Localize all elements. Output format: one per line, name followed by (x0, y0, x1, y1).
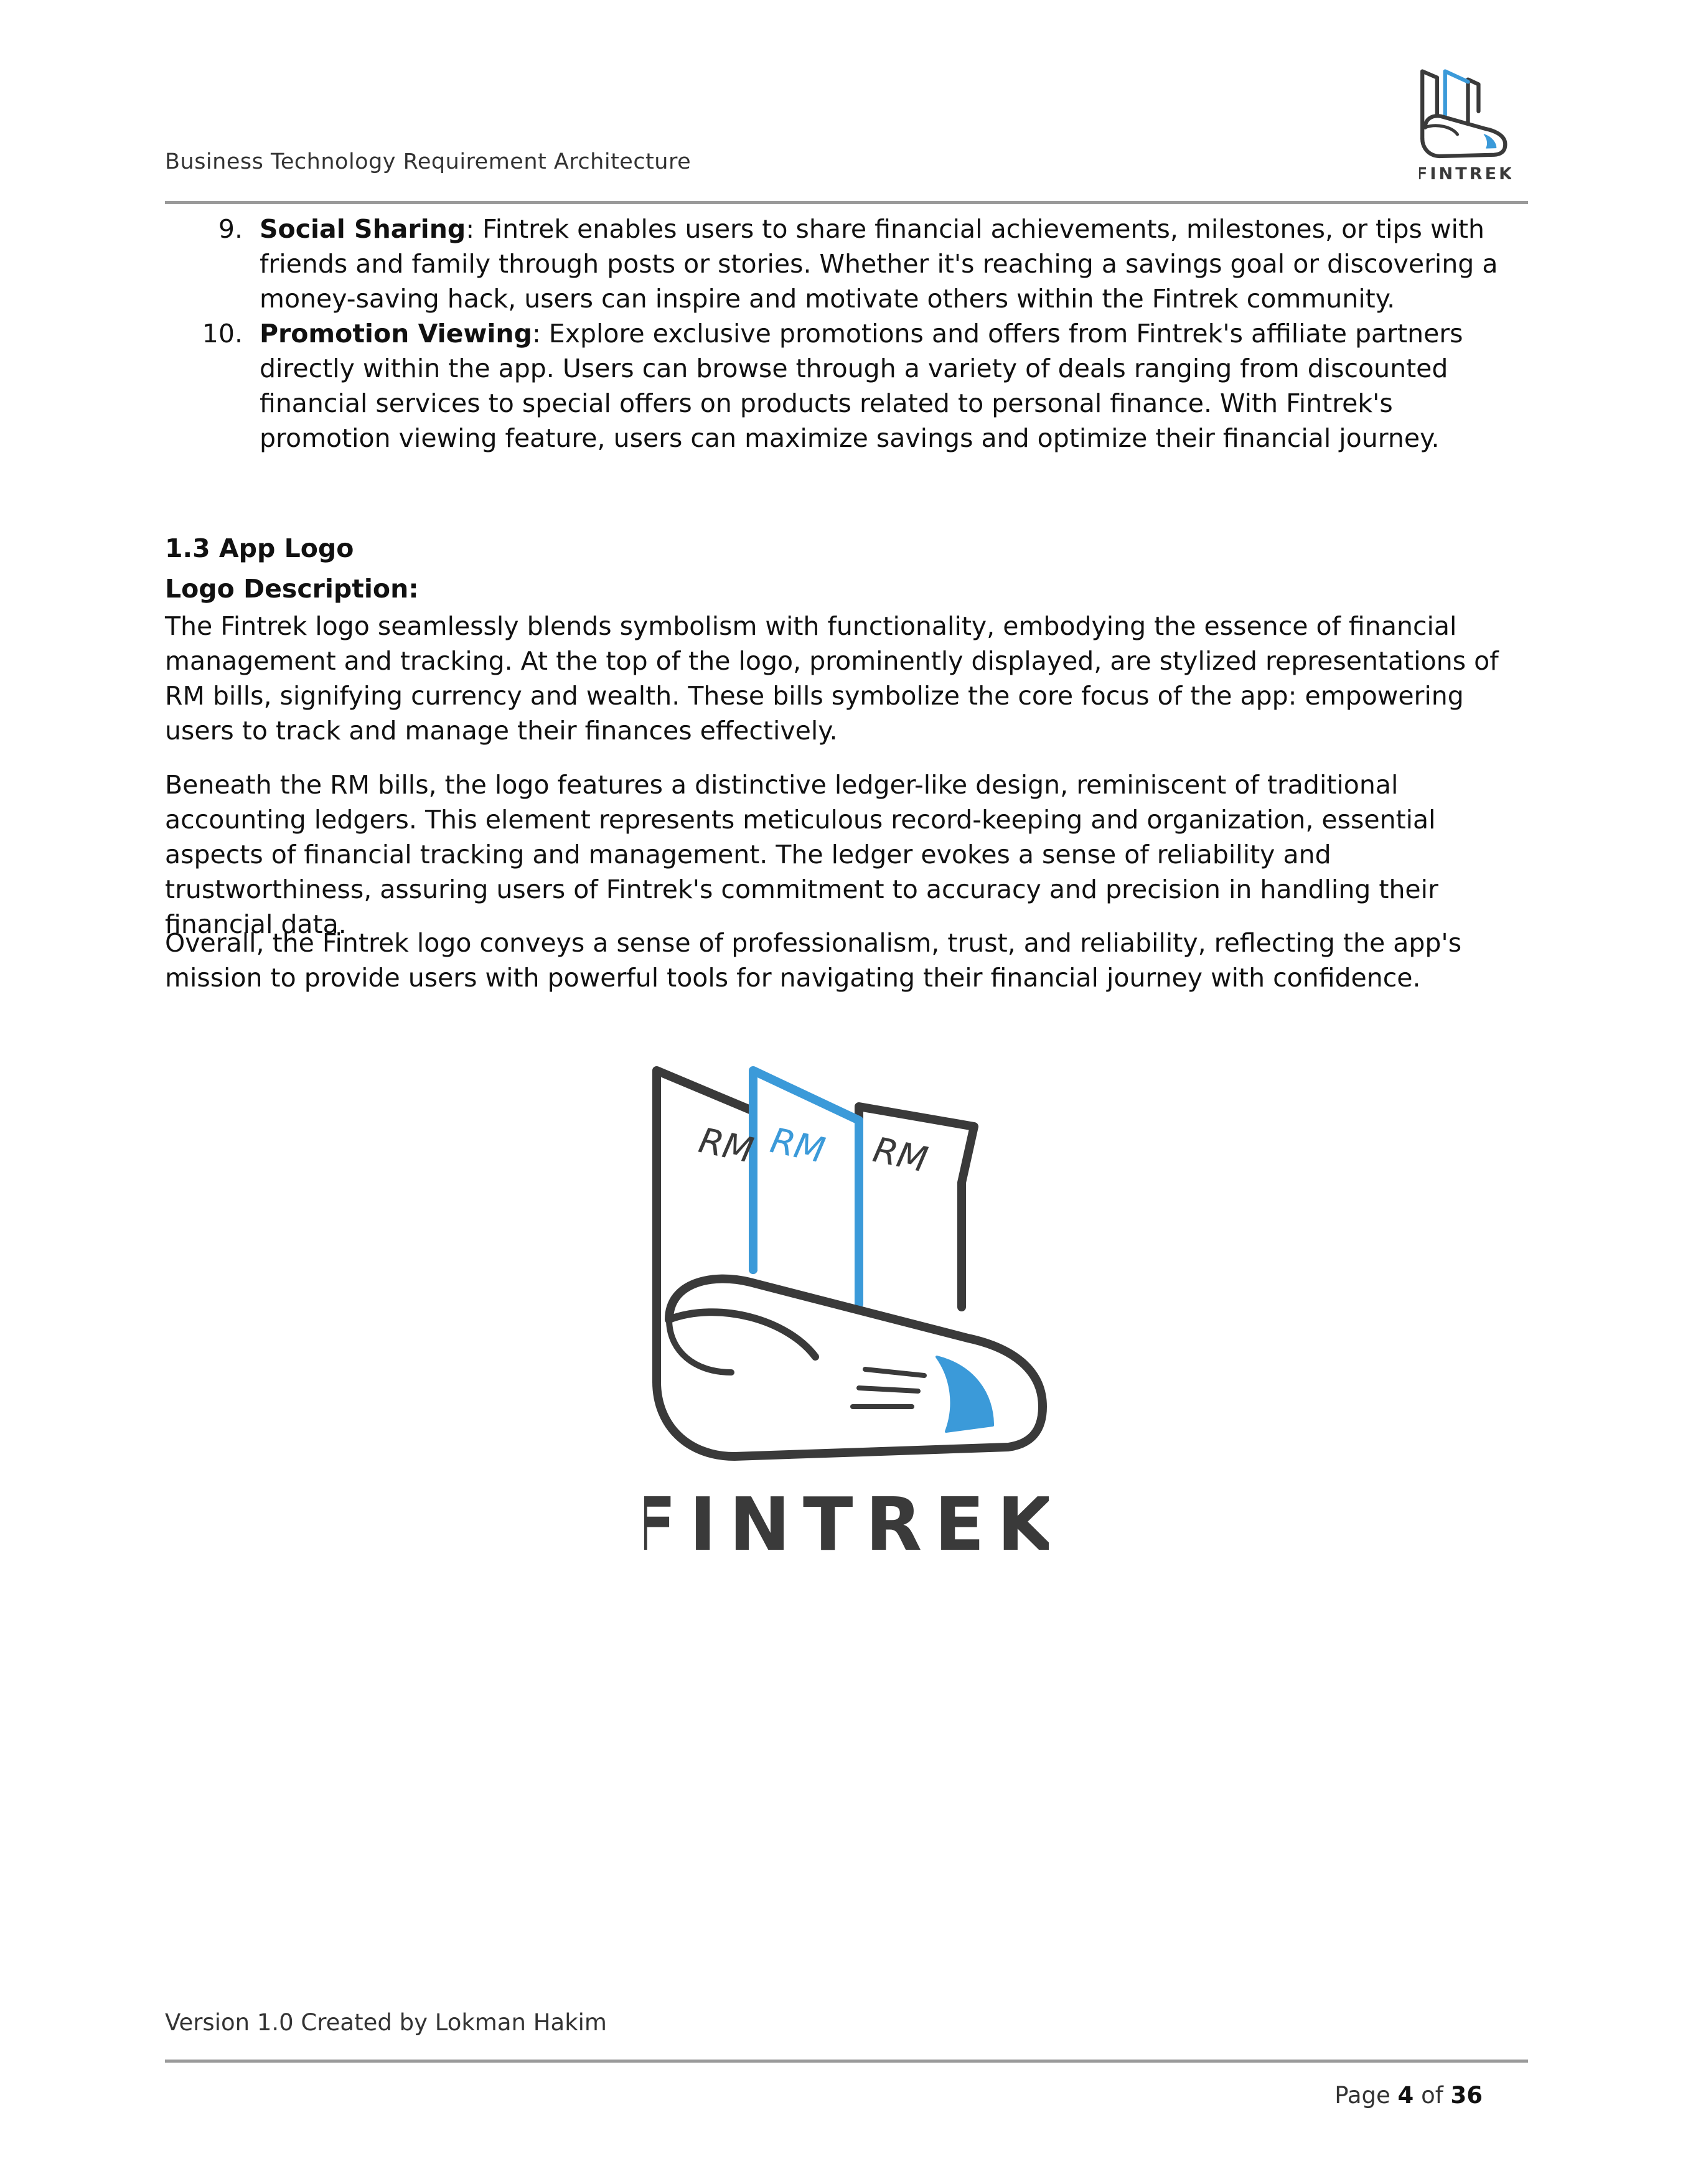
header-divider (165, 201, 1528, 204)
list-item-text: : Fintrek enables users to share financi… (260, 214, 1498, 314)
list-item-text: : Explore exclusive promotions and offer… (260, 319, 1463, 453)
bill-label: RM (870, 1130, 931, 1181)
paragraph: The Fintrek logo seamlessly blends symbo… (165, 611, 1499, 746)
list-item: 9. Social Sharing: Fintrek enables users… (165, 212, 1528, 316)
bill-label: RM (767, 1120, 828, 1171)
footer-version: Version 1.0 Created by Lokman Hakim (165, 2009, 607, 2036)
middle-bill-outline (749, 1066, 863, 1308)
logo-description-heading: Logo Description: (165, 574, 419, 604)
fintrek-logo: RM RM RM FINTREK (644, 1066, 1049, 1567)
header-logo: FINTREK (1419, 69, 1511, 184)
ledger-roll (666, 1316, 734, 1376)
list-item: 10. Promotion Viewing: Explore exclusive… (165, 316, 1528, 456)
page-label: Page (1334, 2082, 1390, 2109)
header-title: Business Technology Requirement Architec… (165, 149, 692, 174)
page-of: of (1421, 2082, 1443, 2109)
page-number: Page 4 of 36 (1334, 2082, 1483, 2109)
list-item-number: 9. (218, 214, 243, 244)
ledger-outline (652, 1274, 1047, 1461)
list-item-number: 10. (202, 319, 243, 349)
bill-label: RM (695, 1120, 757, 1171)
list-item-term: Promotion Viewing (260, 319, 532, 349)
footer-divider (165, 2060, 1528, 2063)
header-logo-wordmark: FINTREK (1419, 164, 1511, 184)
logo-wordmark: FINTREK (644, 1481, 1049, 1567)
ledger-line (856, 1385, 921, 1394)
list-item-term: Social Sharing (260, 214, 466, 244)
ledger-curl (665, 1308, 819, 1361)
ledger-line (863, 1367, 927, 1378)
paragraph: Beneath the RM bills, the logo features … (165, 770, 1438, 939)
section-heading: 1.3 App Logo (165, 533, 354, 563)
feature-list: 9. Social Sharing: Fintrek enables users… (165, 212, 1528, 456)
paragraph: Overall, the Fintrek logo conveys a sens… (165, 928, 1462, 993)
ledger-accent (935, 1356, 994, 1433)
page-current: 4 (1397, 2082, 1414, 2109)
page-total: 36 (1450, 2082, 1483, 2109)
